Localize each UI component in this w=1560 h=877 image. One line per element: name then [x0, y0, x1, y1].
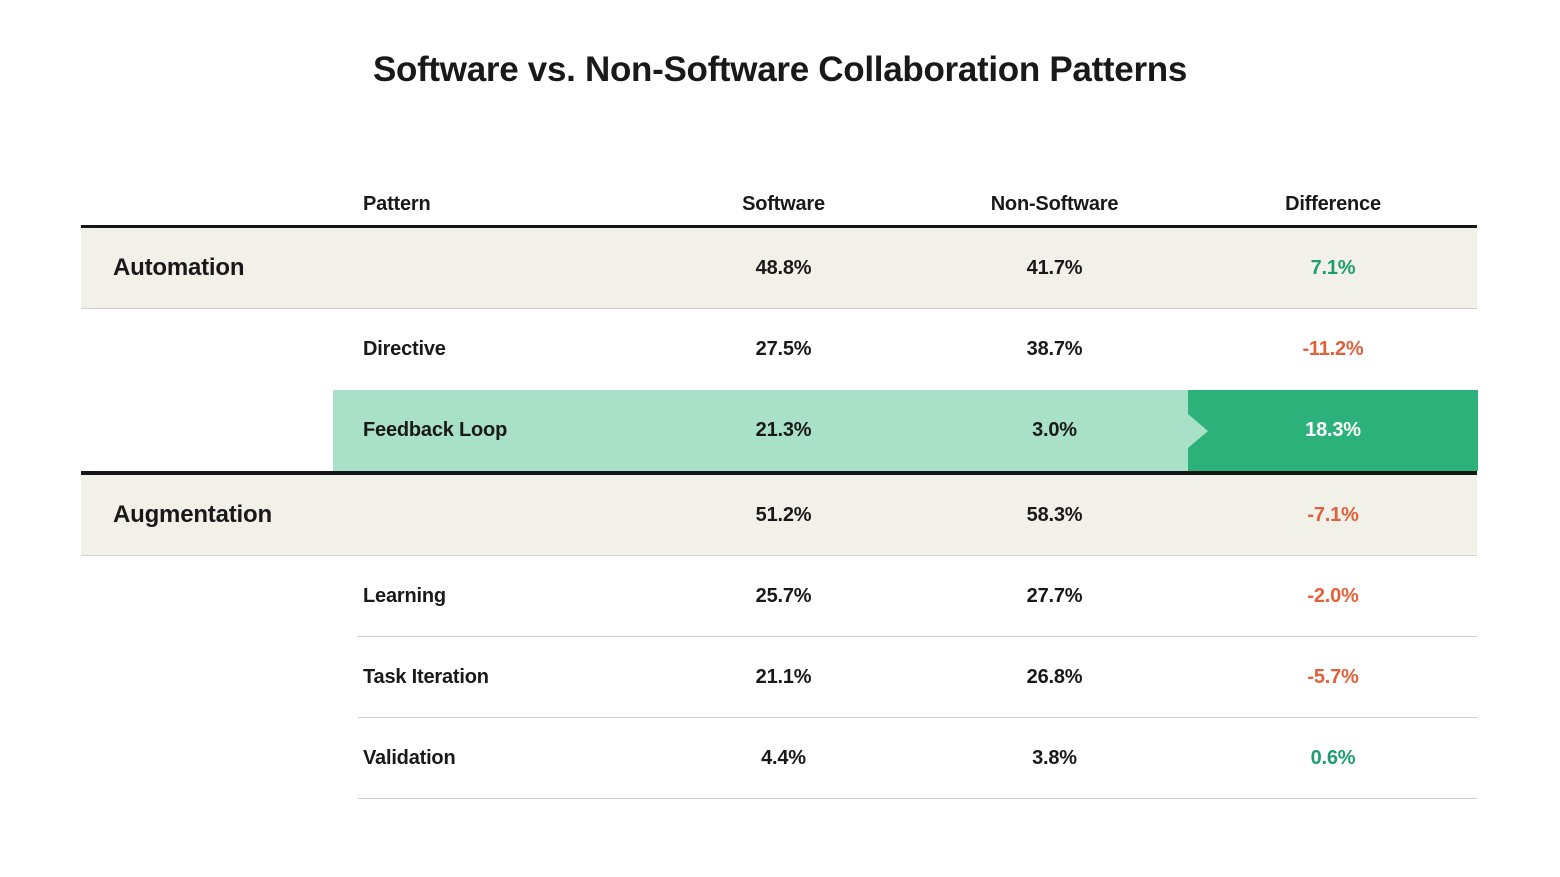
page-title: Software vs. Non-Software Collaboration …	[372, 50, 1188, 89]
pattern-label: Task Iteration	[363, 666, 489, 688]
header-pattern: Pattern	[363, 193, 431, 215]
difference-value: 7.1%	[1310, 256, 1356, 279]
table-row-task-iteration: Task Iteration 21.1% 26.8% -5.7%	[81, 637, 1477, 718]
difference-value: -2.0%	[1307, 585, 1359, 607]
difference-value: 0.6%	[1310, 747, 1356, 769]
category-label: Automation	[113, 254, 245, 281]
non-software-value: 38.7%	[1026, 338, 1083, 360]
highlight-arrow-icon	[1188, 413, 1208, 448]
software-value: 48.8%	[755, 256, 812, 279]
software-value: 51.2%	[755, 503, 812, 526]
difference-value: -7.1%	[1307, 503, 1359, 526]
header-difference: Difference	[1285, 193, 1381, 215]
difference-value: -11.2%	[1302, 338, 1364, 360]
table-row-feedback-loop-highlighted: Feedback Loop 21.3% 3.0% 18.3%	[81, 390, 1478, 471]
non-software-value: 3.8%	[1032, 747, 1077, 769]
difference-value: 18.3%	[1305, 419, 1361, 441]
header-non-software: Non-Software	[990, 193, 1119, 215]
non-software-value: 41.7%	[1026, 256, 1083, 279]
non-software-value: 58.3%	[1026, 503, 1083, 526]
software-value: 21.1%	[755, 666, 812, 688]
software-value: 27.5%	[755, 338, 812, 360]
software-value: 4.4%	[761, 747, 806, 769]
pattern-label: Feedback Loop	[363, 419, 508, 441]
non-software-value: 27.7%	[1026, 585, 1083, 607]
software-value: 21.3%	[755, 419, 812, 441]
pattern-label: Validation	[363, 747, 456, 769]
section-divider	[81, 471, 1477, 475]
difference-value-highlighted: 18.3%	[1188, 390, 1478, 471]
non-software-value: 26.8%	[1026, 666, 1083, 688]
table-row-learning: Learning 25.7% 27.7% -2.0%	[81, 556, 1477, 637]
table-header-row: Pattern Software Non-Software Difference	[81, 192, 1477, 228]
category-label: Augmentation	[113, 501, 272, 528]
pattern-label: Learning	[363, 585, 446, 607]
table-row-augmentation: Augmentation 51.2% 58.3% -7.1%	[81, 475, 1477, 556]
software-value: 25.7%	[755, 585, 812, 607]
table-row-directive: Directive 27.5% 38.7% -11.2%	[81, 309, 1477, 390]
table-row-automation: Automation 48.8% 41.7% 7.1%	[81, 228, 1477, 309]
table-row-validation: Validation 4.4% 3.8% 0.6%	[81, 718, 1477, 799]
non-software-value: 3.0%	[1032, 419, 1077, 441]
header-software: Software	[742, 193, 825, 215]
pattern-label: Directive	[363, 338, 446, 360]
difference-value: -5.7%	[1307, 666, 1359, 688]
collaboration-patterns-table: Pattern Software Non-Software Difference…	[81, 192, 1478, 799]
